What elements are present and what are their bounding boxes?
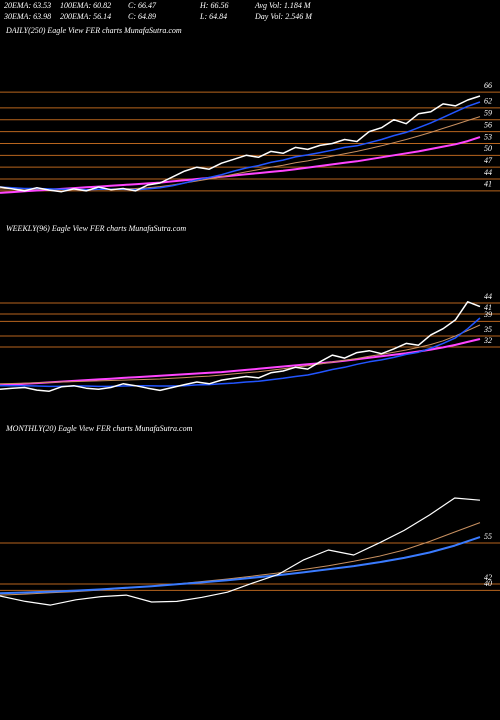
y-tick-label: 35	[483, 325, 492, 334]
y-tick-label: 41	[484, 180, 492, 189]
header-stat: C: 64.89	[128, 12, 156, 21]
header-stat: 100EMA: 60.82	[60, 1, 111, 10]
y-tick-label: 55	[484, 532, 492, 541]
header-stat: C: 66.47	[128, 1, 157, 10]
y-tick-label: 42	[484, 573, 492, 582]
price-line	[0, 101, 481, 191]
y-tick-label: 66	[484, 81, 492, 90]
panel-title: WEEKLY(96) Eagle View FER charts MunafaS…	[6, 224, 186, 233]
header-stat: L: 64.84	[199, 12, 227, 21]
y-tick-label: 40	[484, 579, 492, 588]
panel-title: MONTHLY(20) Eagle View FER charts Munafa…	[5, 424, 193, 433]
y-tick-label: 62	[484, 97, 492, 106]
y-tick-label: 44	[484, 168, 492, 177]
y-tick-label: 39	[483, 310, 492, 319]
y-tick-label: 32	[483, 336, 492, 345]
price-line	[0, 136, 481, 194]
header-stat: Avg Vol: 1.184 M	[254, 1, 312, 10]
price-line	[0, 95, 481, 193]
price-line	[0, 317, 481, 388]
y-tick-label: 41	[484, 303, 492, 312]
header-stat: 30EMA: 63.98	[3, 12, 51, 21]
price-line	[0, 324, 481, 385]
header-stat: H: 66.56	[199, 1, 228, 10]
y-tick-label: 44	[484, 292, 492, 301]
price-line	[0, 497, 481, 606]
header-stat: 20EMA: 63.53	[4, 1, 51, 10]
price-line	[0, 536, 481, 595]
y-tick-label: 47	[484, 156, 493, 165]
price-line	[0, 338, 481, 387]
y-tick-label: 59	[484, 109, 492, 118]
price-line	[0, 301, 481, 392]
header-stat: Day Vol: 2.546 M	[254, 12, 313, 21]
y-tick-label: 56	[484, 120, 492, 129]
header-stat: 200EMA: 56.14	[60, 12, 111, 21]
y-tick-label: 50	[484, 144, 492, 153]
y-tick-label: 53	[484, 132, 492, 141]
panel-title: DAILY(250) Eagle View FER charts MunafaS…	[5, 26, 182, 35]
